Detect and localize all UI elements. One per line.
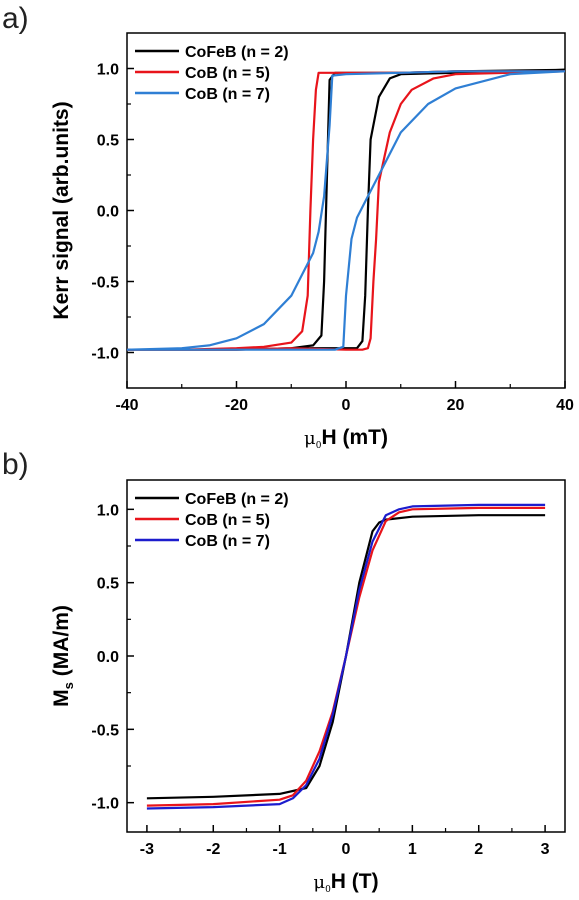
x-tick-label: 0	[342, 841, 351, 858]
y-tick-label: -1.0	[91, 346, 119, 363]
legend-label-2: CoB (n = 5)	[185, 65, 270, 82]
legend-label-1: CoFeB (n = 2)	[185, 491, 289, 508]
series-line-3	[127, 70, 565, 351]
x-tick-label: -1	[273, 841, 287, 858]
y-tick-label: 0.5	[97, 576, 119, 593]
series-line-2	[127, 70, 565, 351]
x-tick-label: -40	[115, 397, 138, 414]
y-tick-label: -1.0	[91, 796, 119, 813]
chart-a: -40 -20 0 20 40 -1.0 -0.5 0.0 0.5 1.0 CoFeB (n = 2…	[50, 32, 574, 450]
x-tick-label: 0	[342, 397, 351, 414]
x-axis-title: μ0H (T)	[313, 870, 378, 895]
legend-label-1: CoFeB (n = 2)	[185, 44, 289, 61]
y-tick-label: 1.0	[97, 62, 119, 79]
y-axis-title: Kerr signal (arb.units)	[50, 101, 73, 319]
x-tick-label: 40	[556, 397, 574, 414]
y-tick-label: 1.0	[97, 502, 119, 519]
panel-a-label: a)	[2, 2, 29, 35]
y-tick-label: 0.0	[97, 204, 119, 221]
x-tick-label: 3	[541, 841, 550, 858]
x-tick-label: 20	[447, 397, 465, 414]
series-line-3	[146, 503, 546, 810]
legend-label-3: CoB (n = 7)	[185, 86, 270, 103]
y-tick-label: -0.5	[91, 722, 119, 739]
x-tick-label: -3	[140, 841, 154, 858]
x-tick-label: -2	[206, 841, 220, 858]
chart-b: -3 -2 -1 0 1 2 3 -1.0 -0.5 0.0 0.5 1.0 CoFeB (n = 2)…	[50, 479, 566, 895]
x-tick-label: 1	[408, 841, 417, 858]
x-axis-title: μ0H (mT)	[304, 426, 388, 450]
legend-label-2: CoB (n = 5)	[185, 512, 270, 529]
y-tick-label: 0.5	[97, 133, 119, 150]
panel-b-label: b)	[2, 448, 29, 481]
y-axis-title: Ms (MA/m)	[50, 605, 76, 707]
x-tick-label: 2	[474, 841, 483, 858]
legend-label-3: CoB (n = 7)	[185, 533, 270, 550]
y-tick-label: 0.0	[97, 649, 119, 666]
x-tick-label: -20	[225, 397, 248, 414]
y-tick-label: -0.5	[91, 275, 119, 292]
